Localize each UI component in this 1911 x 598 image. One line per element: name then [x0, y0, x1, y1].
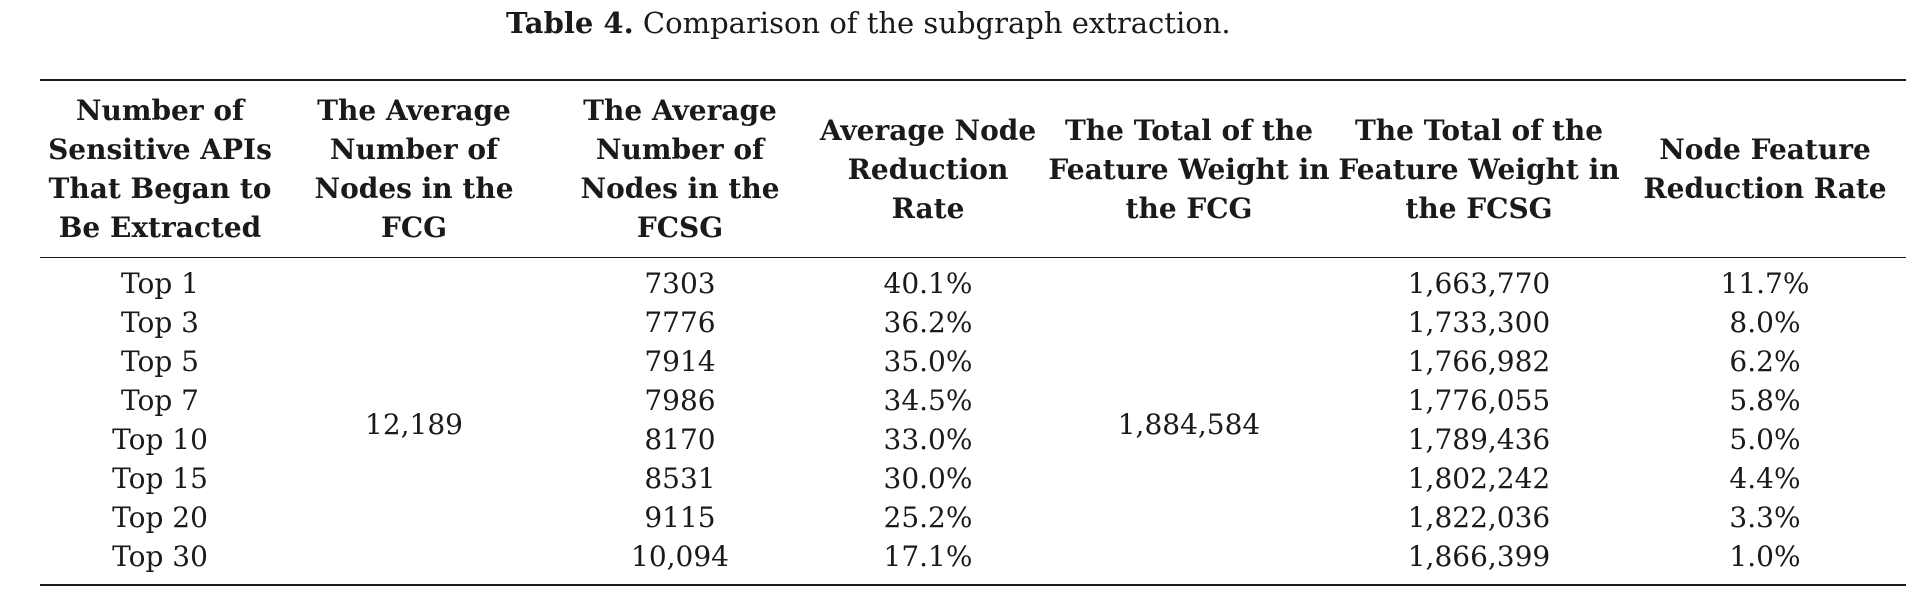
cell-nodes-fcsg: 9115	[644, 501, 716, 534]
header-cell: Average Node Reduction Rate	[819, 113, 1037, 225]
cell-top: Top 15	[112, 462, 208, 495]
header-cell: The Total of the Feature Weight in the F…	[1338, 113, 1620, 225]
table-row: Top 10 8170 33.0% 1,789,436 5.0%	[40, 420, 1906, 459]
cell-total-weight-fcg: 1,884,584	[1117, 407, 1261, 441]
table-container: Number of Sensitive APIs That Began to B…	[40, 79, 1906, 586]
cell-weight-fcsg: 1,776,055	[1407, 384, 1551, 417]
cell-nodes-fcsg: 8531	[644, 462, 716, 495]
cell-node-rate: 36.2%	[883, 306, 973, 339]
cell-weight-fcsg: 1,822,036	[1407, 501, 1551, 534]
cell-node-rate: 35.0%	[883, 345, 973, 378]
table-row: Top 1 12,189 7303 40.1% 1,884,584 1,663,…	[40, 258, 1906, 441]
cell-feature-rate: 6.2%	[1729, 345, 1801, 378]
cell-feature-rate: 5.0%	[1729, 423, 1801, 456]
cell-nodes-fcsg: 10,094	[631, 540, 729, 573]
cell-nodes-fcsg: 7776	[644, 306, 716, 339]
cell-nodes-fcsg: 8170	[644, 423, 716, 456]
cell-weight-fcsg: 1,663,770	[1407, 267, 1551, 300]
cell-node-rate: 34.5%	[883, 384, 973, 417]
cell-feature-rate: 3.3%	[1729, 501, 1801, 534]
cell-node-rate: 17.1%	[883, 540, 973, 573]
cell-weight-fcsg: 1,866,399	[1407, 540, 1551, 573]
header-cell: Node Feature Reduction Rate	[1643, 133, 1887, 205]
cell-weight-fcsg: 1,789,436	[1407, 423, 1551, 456]
cell-feature-rate: 1.0%	[1729, 540, 1801, 573]
header-row: Number of Sensitive APIs That Began to B…	[40, 80, 1906, 258]
table-row: Top 15 8531 30.0% 1,802,242 4.4%	[40, 459, 1906, 498]
table-row: Top 20 9115 25.2% 1,822,036 3.3%	[40, 498, 1906, 537]
caption-label: Table 4.	[506, 6, 634, 40]
cell-top: Top 5	[121, 345, 199, 378]
table-row: Top 5 7914 35.0% 1,766,982 6.2%	[40, 342, 1906, 381]
table-caption: Table 4. Comparison of the subgraph extr…	[506, 6, 1231, 40]
table-row: Top 3 7776 36.2% 1,733,300 8.0%	[40, 303, 1906, 342]
caption-text: Comparison of the subgraph extraction.	[633, 6, 1231, 40]
comparison-table: Number of Sensitive APIs That Began to B…	[40, 79, 1906, 586]
cell-node-rate: 40.1%	[883, 267, 973, 300]
cell-top: Top 20	[112, 501, 208, 534]
table-row: Top 7 7986 34.5% 1,776,055 5.8%	[40, 381, 1906, 420]
cell-top: Top 3	[121, 306, 199, 339]
cell-node-rate: 30.0%	[883, 462, 973, 495]
cell-node-rate: 25.2%	[883, 501, 973, 534]
cell-top: Top 7	[121, 384, 199, 417]
table-row: Top 30 10,094 17.1% 1,866,399 1.0%	[40, 537, 1906, 585]
cell-nodes-fcsg: 7986	[644, 384, 716, 417]
cell-weight-fcsg: 1,733,300	[1407, 306, 1551, 339]
header-cell: The Average Number of Nodes in the FCG	[314, 94, 514, 244]
cell-nodes-fcsg: 7303	[644, 267, 716, 300]
cell-top: Top 1	[121, 267, 199, 300]
header-cell: The Average Number of Nodes in the FCSG	[580, 94, 780, 244]
cell-feature-rate: 8.0%	[1729, 306, 1801, 339]
cell-nodes-fcsg: 7914	[644, 345, 716, 378]
header-cell: The Total of the Feature Weight in the F…	[1048, 113, 1330, 225]
header-cell: Number of Sensitive APIs That Began to B…	[48, 94, 272, 244]
cell-top: Top 10	[112, 423, 208, 456]
cell-top: Top 30	[112, 540, 208, 573]
cell-feature-rate: 11.7%	[1720, 267, 1810, 300]
cell-weight-fcsg: 1,802,242	[1407, 462, 1551, 495]
cell-weight-fcsg: 1,766,982	[1407, 345, 1551, 378]
cell-avg-nodes-fcg: 12,189	[365, 407, 463, 441]
cell-feature-rate: 5.8%	[1729, 384, 1801, 417]
cell-feature-rate: 4.4%	[1729, 462, 1801, 495]
cell-node-rate: 33.0%	[883, 423, 973, 456]
